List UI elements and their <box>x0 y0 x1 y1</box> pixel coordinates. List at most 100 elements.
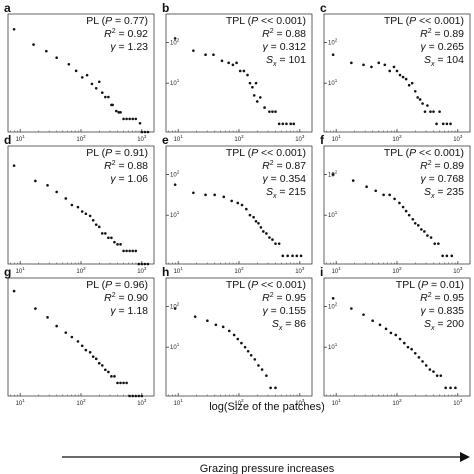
stat-line: Sx = 215 <box>266 186 306 200</box>
data-point <box>398 201 401 205</box>
data-point <box>268 110 271 113</box>
x-tick-label: 101 <box>332 134 342 143</box>
stat-line: Sx = 86 <box>272 318 306 332</box>
x-tick-label: 101 <box>332 266 342 275</box>
data-point <box>97 80 101 84</box>
stat-line: γ = 0.312 <box>263 41 307 53</box>
data-point <box>173 307 177 310</box>
data-point <box>146 262 150 266</box>
data-point <box>113 240 116 244</box>
x-tick-label: 103 <box>453 266 463 275</box>
data-point <box>248 81 252 85</box>
data-point <box>429 110 432 113</box>
data-point <box>398 337 402 341</box>
data-point <box>277 122 281 126</box>
data-point <box>240 341 243 345</box>
data-point <box>214 323 218 327</box>
stat-line: R2 = 0.95 <box>262 292 306 304</box>
data-point <box>404 209 408 213</box>
data-point <box>114 109 118 113</box>
panel-label: a <box>4 1 11 15</box>
data-point <box>257 364 260 367</box>
data-point <box>441 254 444 258</box>
data-point <box>34 307 37 310</box>
data-point <box>238 69 242 73</box>
data-point <box>257 222 260 225</box>
stat-line: R2 = 0.87 <box>262 160 306 172</box>
data-point <box>433 242 437 245</box>
data-point <box>274 386 277 390</box>
panel-label: f <box>320 133 325 147</box>
stat-line: TPL (P << 0.001) <box>384 147 464 159</box>
data-point <box>131 117 135 121</box>
panel-i: i 101 102 103 101 102 TPL (P = 0.01)R2 = 0.95γ… <box>320 265 471 407</box>
data-point <box>413 90 417 93</box>
data-point <box>97 361 101 365</box>
data-point <box>222 195 226 199</box>
panel-b: b 101 102 103 101 102 TPL (P << 0.001)R2 = 0.8… <box>162 1 313 143</box>
data-point <box>107 370 110 374</box>
data-point <box>249 354 253 357</box>
data-point <box>94 223 98 226</box>
data-point <box>76 205 80 209</box>
data-point <box>94 86 98 90</box>
panel-label: e <box>162 133 169 147</box>
data-point <box>76 340 80 343</box>
data-point <box>378 323 382 327</box>
data-point <box>426 104 429 107</box>
data-point <box>55 56 58 60</box>
data-point <box>274 110 277 113</box>
data-point <box>104 368 107 372</box>
x-tick-label: 102 <box>234 266 244 275</box>
data-point <box>134 249 138 253</box>
data-point <box>289 122 293 126</box>
x-tick-label: 102 <box>76 398 86 407</box>
stat-line: R2 = 0.95 <box>420 292 464 304</box>
data-point <box>88 214 92 218</box>
data-point <box>331 173 335 176</box>
data-point <box>104 95 107 99</box>
data-point <box>236 337 240 341</box>
data-point <box>173 37 177 40</box>
y-tick-label: 101 <box>170 210 180 219</box>
data-point <box>416 96 419 99</box>
x-tick-label: 103 <box>295 398 305 407</box>
data-point <box>131 394 135 398</box>
data-point <box>426 234 429 237</box>
x-tick-label: 103 <box>453 134 463 143</box>
data-point <box>454 386 457 390</box>
data-point <box>255 100 259 103</box>
x-tick-label: 101 <box>16 266 26 275</box>
data-point <box>128 117 131 121</box>
stat-line: TPL (P << 0.001) <box>226 15 306 27</box>
data-point <box>232 333 236 337</box>
x-tick-label: 103 <box>295 266 305 275</box>
data-point <box>111 103 114 107</box>
data-point <box>331 297 335 300</box>
data-point <box>137 394 141 398</box>
data-point <box>46 316 49 319</box>
data-point <box>432 110 435 113</box>
y-tick-label: 102 <box>170 169 180 178</box>
x-tick-label: 102 <box>392 398 402 407</box>
x-tick-label: 101 <box>174 134 184 143</box>
data-point <box>245 207 248 211</box>
data-point <box>251 85 254 89</box>
data-point <box>365 185 368 188</box>
data-point <box>64 331 68 334</box>
data-point <box>252 94 256 97</box>
data-point <box>125 117 128 121</box>
data-point <box>377 61 381 65</box>
data-point <box>401 205 405 209</box>
data-point <box>227 61 230 65</box>
data-point <box>416 224 420 227</box>
panel-label: g <box>4 265 11 279</box>
data-point <box>80 344 84 348</box>
data-point <box>116 381 119 385</box>
x-tick-label: 103 <box>137 134 147 143</box>
data-point <box>274 242 277 245</box>
data-point <box>80 76 84 79</box>
data-point <box>110 236 113 240</box>
panel-label: b <box>162 1 169 15</box>
x-tick-label: 101 <box>332 398 342 407</box>
